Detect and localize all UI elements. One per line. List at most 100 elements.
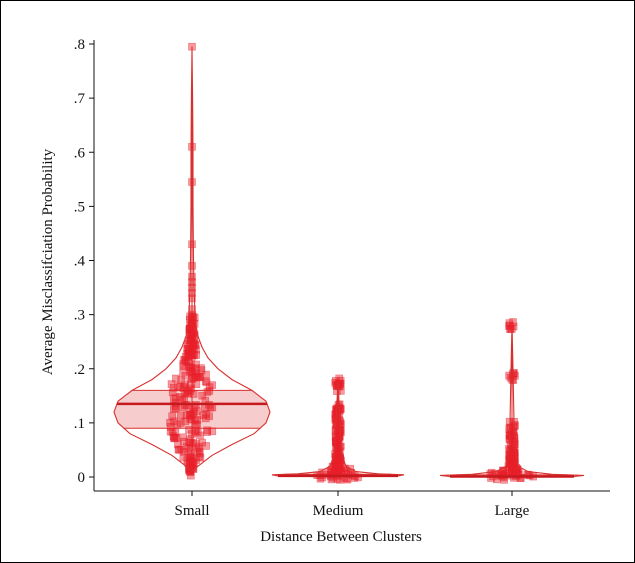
data-point <box>181 380 189 389</box>
data-point <box>168 427 177 436</box>
x-tick-label: Medium <box>313 503 364 519</box>
data-point <box>318 473 326 482</box>
data-point <box>202 378 211 387</box>
data-point <box>193 420 201 429</box>
data-point <box>188 262 196 270</box>
x-tick-label: Large <box>495 503 530 519</box>
data-point <box>188 283 196 292</box>
data-point <box>185 467 194 476</box>
y-tick-label: .1 <box>74 416 85 432</box>
data-point <box>186 415 194 423</box>
data-point <box>208 381 216 389</box>
data-point <box>193 415 202 424</box>
data-point <box>181 389 189 398</box>
data-point <box>181 371 190 380</box>
data-point <box>184 450 193 459</box>
data-point <box>202 410 211 418</box>
plot-layer <box>113 42 585 484</box>
y-tick-label: .5 <box>74 199 85 215</box>
data-point <box>179 360 187 368</box>
data-point <box>188 430 196 438</box>
data-point <box>174 445 183 454</box>
data-point <box>337 420 345 429</box>
data-point <box>187 415 196 424</box>
data-point <box>170 405 178 414</box>
data-point <box>506 321 514 330</box>
data-point <box>175 446 184 454</box>
data-point <box>333 382 341 391</box>
data-point <box>194 373 203 381</box>
data-point <box>198 391 206 400</box>
data-point <box>208 427 217 436</box>
data-point <box>186 410 195 419</box>
data-point <box>186 366 194 375</box>
data-point <box>171 393 180 402</box>
data-point <box>188 289 196 297</box>
data-point <box>180 362 188 371</box>
y-tick-label: .6 <box>74 145 86 161</box>
data-point <box>166 418 174 427</box>
data-point <box>169 383 178 392</box>
data-point <box>188 334 197 342</box>
y-tick-label: .4 <box>74 254 86 270</box>
data-point <box>186 363 195 372</box>
y-tick-label: 0 <box>78 470 86 486</box>
violin-outline <box>113 46 271 473</box>
data-point <box>192 420 200 429</box>
x-tick-label: Small <box>174 503 209 519</box>
data-point <box>205 383 214 392</box>
data-point <box>188 272 196 281</box>
data-point <box>182 357 190 366</box>
data-point <box>188 143 196 151</box>
x-axis-title: Distance Between Clusters <box>260 529 422 545</box>
data-point <box>180 356 188 364</box>
data-point <box>186 350 195 359</box>
y-tick-label: .3 <box>74 308 85 324</box>
data-point <box>516 474 525 482</box>
data-point <box>177 411 185 420</box>
data-point <box>168 388 177 397</box>
y-tick-label: .2 <box>74 362 85 378</box>
data-point <box>185 444 193 453</box>
y-axis-title: Average Misclassifciation Probability <box>40 148 56 375</box>
violin-outline <box>439 325 585 478</box>
data-point <box>171 428 180 437</box>
axes-layer: 0 .1 .2 .3 .4 .5 .6 .7 .8 Small Medium Large <box>74 37 610 519</box>
y-tick-label: .7 <box>74 91 86 107</box>
data-point <box>336 379 345 388</box>
data-point <box>189 390 198 398</box>
data-point <box>202 377 210 386</box>
data-point <box>192 345 200 354</box>
data-point <box>512 468 520 477</box>
data-point <box>183 388 191 396</box>
data-point <box>202 414 210 423</box>
data-point <box>190 459 198 467</box>
data-point <box>188 294 196 303</box>
data-point <box>181 417 190 426</box>
data-point <box>180 394 188 403</box>
data-point <box>202 370 210 379</box>
data-point <box>172 374 180 383</box>
data-point <box>188 364 197 372</box>
data-point <box>173 420 182 429</box>
data-point <box>487 474 495 482</box>
data-point <box>196 431 204 440</box>
data-point <box>192 380 201 389</box>
data-point <box>188 240 196 249</box>
data-point <box>196 453 205 462</box>
data-point <box>192 351 200 359</box>
data-point <box>185 438 193 447</box>
data-point <box>188 278 196 286</box>
data-point <box>185 326 194 335</box>
data-point <box>168 412 176 421</box>
data-point <box>193 428 202 437</box>
violin-outline <box>271 382 405 478</box>
data-point <box>203 426 212 435</box>
data-point <box>167 422 175 431</box>
data-point <box>508 430 517 438</box>
data-point <box>183 340 192 349</box>
data-point <box>508 375 517 384</box>
data-point <box>169 432 178 441</box>
